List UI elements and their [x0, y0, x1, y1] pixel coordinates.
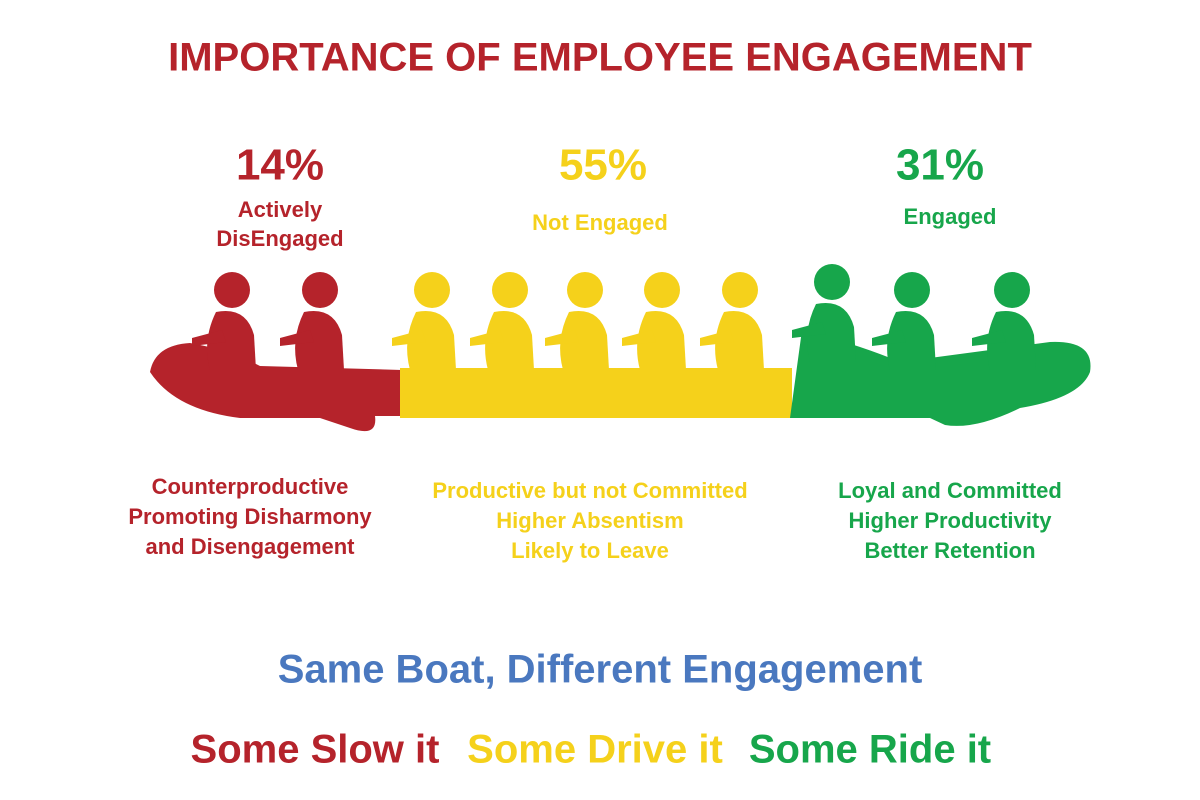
percent: 14%	[236, 141, 324, 190]
rower-body	[207, 310, 256, 370]
rower-head	[567, 272, 603, 308]
title: IMPORTANCE OF EMPLOYEE ENGAGEMENT	[168, 36, 1032, 80]
description: Productive but not Committed	[432, 478, 747, 503]
rower-head	[894, 272, 930, 308]
slogan: Some Ride it	[749, 728, 991, 772]
rower-head	[994, 272, 1030, 308]
rower-head	[302, 272, 338, 308]
description: Better Retention	[864, 538, 1035, 563]
rower-head	[814, 264, 850, 300]
rower-arm	[792, 322, 826, 338]
group-label: Not Engaged	[532, 210, 668, 235]
description: Loyal and Committed	[838, 478, 1062, 503]
rower-head	[722, 272, 758, 308]
rower-body	[715, 310, 764, 370]
description: Likely to Leave	[511, 538, 669, 563]
rower-arm	[470, 330, 504, 346]
boat-yellow	[400, 368, 792, 418]
rower-body	[485, 310, 534, 370]
group-label: Actively	[238, 197, 323, 222]
rower-body	[987, 310, 1036, 370]
rower-arm	[545, 330, 579, 346]
rower-head	[492, 272, 528, 308]
rower-arm	[280, 330, 314, 346]
boat	[150, 264, 1091, 432]
slogan: Some Slow it	[191, 728, 440, 772]
rower-head	[414, 272, 450, 308]
rower-body	[560, 310, 609, 370]
rower-arm	[700, 330, 734, 346]
rower-arm	[622, 330, 656, 346]
description: Counterproductive	[152, 474, 349, 499]
rower-head	[644, 272, 680, 308]
group-label: DisEngaged	[216, 226, 343, 251]
percent: 31%	[896, 141, 984, 190]
description: Higher Absentism	[496, 508, 683, 533]
rower-body	[637, 310, 686, 370]
group-label: Engaged	[904, 204, 997, 229]
boat-red	[150, 343, 402, 432]
rower-arm	[872, 330, 906, 346]
description: and Disengagement	[145, 534, 355, 559]
rower-body	[807, 302, 856, 362]
rower-arm	[972, 330, 1006, 346]
description: Higher Productivity	[849, 508, 1053, 533]
slogan: Some Drive it	[467, 728, 723, 772]
rower-arm	[192, 330, 226, 346]
rower-body	[407, 310, 456, 370]
tagline: Same Boat, Different Engagement	[278, 648, 923, 692]
description: Promoting Disharmony	[128, 504, 372, 529]
percent: 55%	[559, 141, 647, 190]
rower-body	[887, 310, 936, 370]
rower-arm	[392, 330, 426, 346]
rower-body	[295, 310, 344, 370]
rower-head	[214, 272, 250, 308]
